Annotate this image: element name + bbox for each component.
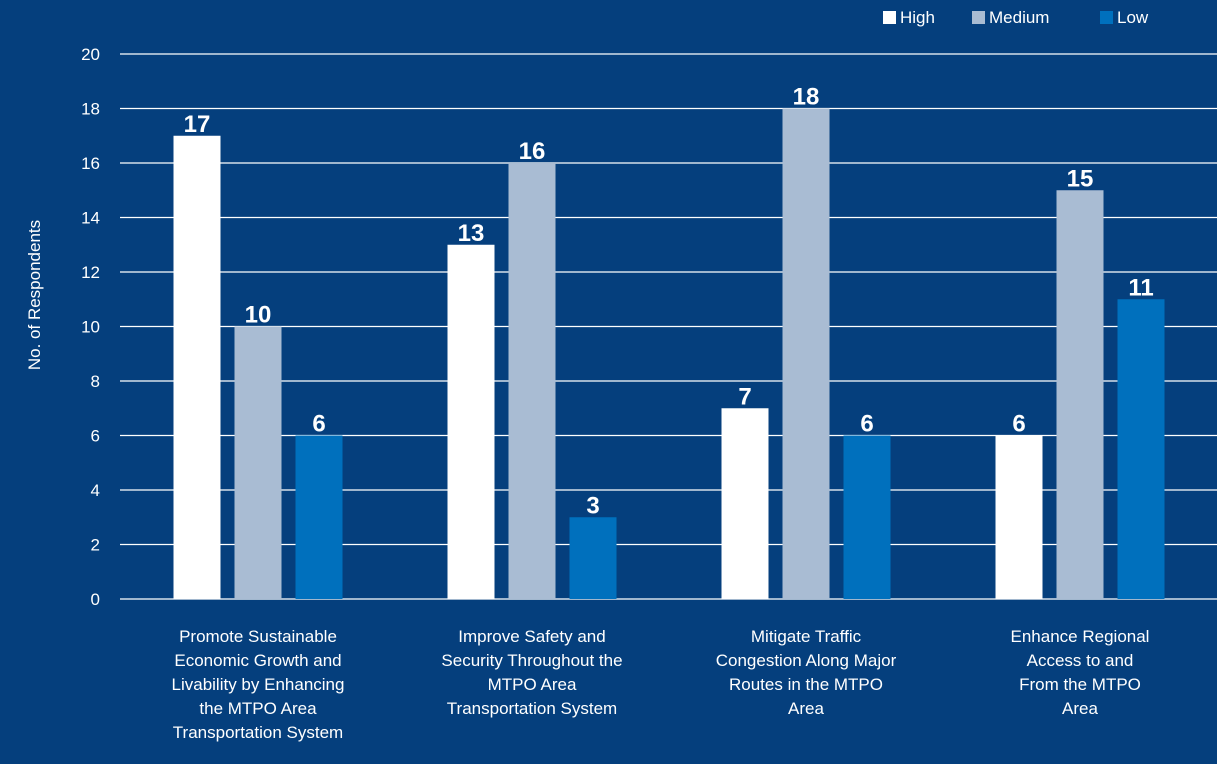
category-label: the MTPO Area (199, 699, 317, 718)
bar-high (173, 135, 221, 599)
data-label: 7 (738, 383, 751, 410)
y-axis-title: No. of Respondents (25, 220, 44, 370)
category-label: Enhance Regional (1011, 627, 1150, 646)
data-label: 16 (519, 138, 546, 165)
bar-medium (234, 326, 282, 599)
category-label: MTPO Area (488, 675, 577, 694)
y-tick-label: 10 (81, 318, 100, 337)
data-label: 17 (184, 111, 211, 138)
legend-swatch-medium (972, 11, 985, 24)
data-label: 18 (793, 84, 820, 111)
bar-high (721, 408, 769, 599)
category-labels: Promote Sustainable Economic Growth and Li… (172, 627, 1150, 742)
data-label: 13 (458, 220, 485, 247)
y-tick-label: 8 (91, 372, 100, 391)
legend-label-low: Low (1117, 8, 1149, 27)
y-tick-label: 16 (81, 154, 100, 173)
legend-label-high: High (900, 8, 935, 27)
bar-high (995, 435, 1043, 599)
bar-low (1117, 299, 1165, 599)
bar-medium (1056, 190, 1104, 599)
gridlines (120, 53, 1217, 600)
y-tick-label: 12 (81, 263, 100, 282)
category-label: Access to and (1027, 651, 1134, 670)
y-tick-label: 18 (81, 100, 100, 119)
data-label: 11 (1128, 274, 1153, 301)
bar-low (569, 517, 617, 599)
category-label: Promote Sustainable (179, 627, 337, 646)
bar-high (447, 244, 495, 599)
category-label: Transportation System (447, 699, 617, 718)
legend-swatch-low (1100, 11, 1113, 24)
category-label: From the MTPO (1019, 675, 1141, 694)
data-label: 6 (312, 411, 325, 438)
bar-low (295, 435, 343, 599)
y-axis-ticks: 0 2 4 6 8 10 12 14 16 18 20 (81, 45, 100, 609)
data-label: 6 (860, 411, 873, 438)
category-label: Improve Safety and (458, 627, 605, 646)
bar-low (843, 435, 891, 599)
category-label: Routes in the MTPO (729, 675, 883, 694)
data-label: 6 (1012, 411, 1025, 438)
y-tick-label: 0 (91, 590, 100, 609)
category-label: Livability by Enhancing (172, 675, 345, 694)
category-label: Economic Growth and (174, 651, 341, 670)
legend: High Medium Low (883, 8, 1149, 27)
legend-swatch-high (883, 11, 896, 24)
data-label: 3 (586, 492, 599, 519)
bar-medium (782, 108, 830, 599)
category-label: Transportation System (173, 723, 343, 742)
y-tick-label: 4 (91, 481, 100, 500)
y-tick-label: 6 (91, 427, 100, 446)
category-label: Area (1062, 699, 1098, 718)
category-label: Congestion Along Major (716, 651, 897, 670)
category-label: Area (788, 699, 824, 718)
bar-medium (508, 163, 556, 599)
data-label: 15 (1067, 165, 1094, 192)
y-tick-label: 2 (91, 536, 100, 555)
data-labels: 17 10 6 13 16 3 7 18 6 6 15 11 (184, 84, 1154, 520)
bars (173, 108, 1165, 599)
legend-label-medium: Medium (989, 8, 1049, 27)
data-label: 10 (245, 302, 272, 329)
category-label: Security Throughout the (441, 651, 622, 670)
y-tick-label: 20 (81, 45, 100, 64)
category-label: Mitigate Traffic (751, 627, 862, 646)
y-tick-label: 14 (81, 209, 100, 228)
